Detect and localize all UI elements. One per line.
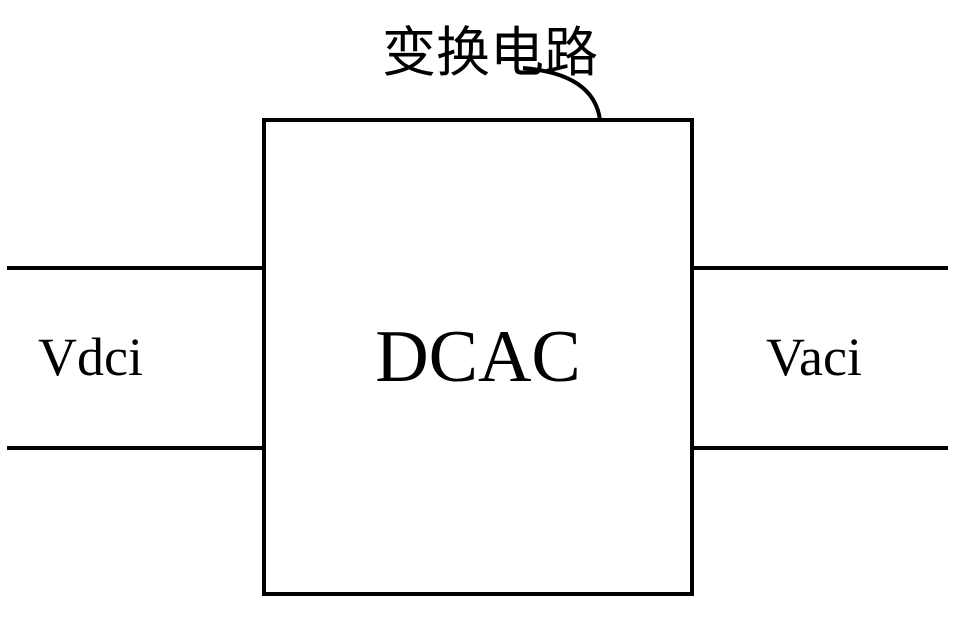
converter-box: DCAC [262,118,694,596]
leader-line-path [523,68,600,120]
left-port-label: Vdci [38,326,143,388]
right-line-bottom [694,446,948,450]
right-port-label: Vaci [766,326,862,388]
diagram-canvas: 变换电路 DCAC Vdci Vaci [0,0,957,623]
left-line-top [7,266,262,270]
converter-box-label: DCAC [375,315,581,400]
right-line-top [694,266,948,270]
left-line-bottom [7,446,262,450]
